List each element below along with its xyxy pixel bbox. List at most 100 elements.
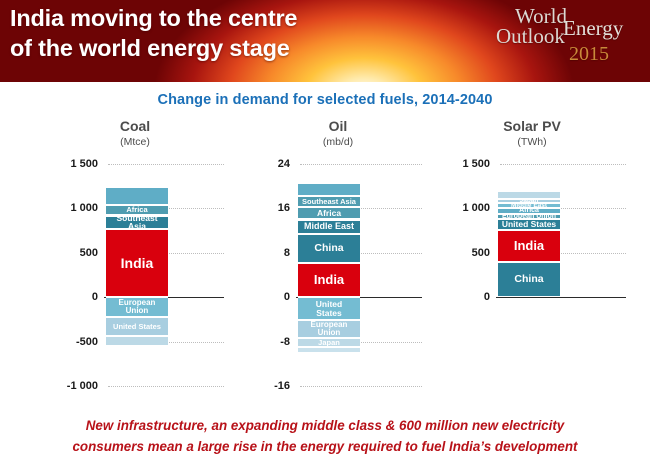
gridline: [300, 252, 422, 254]
panel-title: Coal: [119, 118, 151, 134]
plot-area: 24 16 8 0 -8 -16 Southeast Asia Africa Middle Ea…: [248, 158, 428, 392]
gridline: [300, 386, 422, 387]
gridline: [500, 252, 626, 254]
logo-word-world: World: [515, 4, 567, 28]
y-axis-tick-label: -16: [274, 380, 290, 392]
gridline: [300, 164, 422, 165]
y-axis-tick-label: 16: [277, 202, 290, 215]
bar-segment-european-union: European Union: [298, 319, 360, 339]
y-axis-tick-label: -8: [280, 335, 290, 348]
world-energy-outlook-logo: World Outlook Energy 2015: [496, 4, 638, 76]
bar-segment-label: India: [313, 272, 345, 288]
y-axis-tick-label: 24: [277, 158, 290, 170]
bar-segment-africa: Africa: [498, 208, 560, 214]
bar-segment-united-states: United States: [298, 297, 360, 320]
panel-unit: (TWh): [517, 136, 547, 148]
bar-segment-united-states: United States: [106, 317, 168, 337]
panel-title: Solar PV: [503, 118, 561, 134]
y-axis-tick-label: 0: [91, 291, 98, 304]
bar-segment-label: Africa: [316, 207, 342, 218]
gridline: [500, 208, 626, 210]
panel-unit: (mb/d): [322, 136, 354, 148]
bar-segment-label: Africa: [519, 208, 539, 214]
bar-segment: [298, 183, 360, 197]
gridline: [108, 386, 224, 387]
footer-caption: New infrastructure, an expanding middle …: [0, 415, 650, 457]
bar-segment-label: Africa: [126, 205, 148, 215]
bar-segment-label: European Union: [501, 213, 557, 219]
y-axis-tick-label: 0: [483, 291, 490, 303]
gridline: [500, 164, 626, 165]
bar-segment-label: Japan: [318, 338, 340, 347]
bar-segment-label: China: [314, 242, 344, 254]
y-axis-tick-label: 1 500: [70, 158, 98, 170]
panel-unit: (Mtce): [120, 136, 150, 148]
page-title-line-1: India moving to the centre: [10, 5, 298, 31]
bar-segment-southeast-asia: Southeast Asia: [298, 196, 360, 207]
stacked-bar: Southeast Asia Africa Middle East China Indi…: [298, 164, 360, 386]
logo-word-energy: Energy: [563, 16, 624, 40]
plot-area: 1 500 1 000 500 0 -500 -1 000 Africa Southeast …: [40, 158, 230, 392]
logo-year: 2015: [569, 43, 609, 65]
bar-segment-label: European Union: [310, 319, 348, 338]
bar-segment-india: India: [106, 228, 168, 298]
chart-title: Change in demand for selected fuels, 201…: [157, 92, 493, 108]
page-title-line-2: of the world energy stage: [10, 35, 290, 61]
y-axis-tick-label: 0: [283, 291, 290, 304]
y-axis-tick-label: 8: [283, 246, 290, 259]
y-axis-tick-label: -1 000: [66, 380, 98, 392]
bar-segment-label: China: [514, 273, 544, 286]
y-axis-tick-label: -500: [75, 335, 98, 348]
bar-segment: [498, 191, 560, 199]
panel-title: Oil: [328, 118, 348, 134]
bar-segment-united-states: United States: [498, 218, 560, 231]
y-axis-tick-label: 500: [79, 246, 98, 259]
logo-word-outlook: Outlook: [496, 24, 565, 48]
bar-segment-india: India: [498, 230, 560, 262]
chart-panel-oil: Oil (mb/d) 24 16 8 0 -8 -16 Southeast Asia Africa…: [248, 118, 428, 392]
bar-segment-middle-east: Middle East: [498, 203, 560, 209]
bar-segment: [298, 347, 360, 354]
chart-panel-coal: Coal (Mtce) 1 500 1 000 500 0 -500 -1 000 Africa…: [40, 118, 230, 392]
bar-segment-africa: Africa: [298, 206, 360, 220]
bar-segment-label: Middle East: [303, 221, 354, 232]
y-axis-tick-label: 1 500: [462, 158, 490, 170]
bar-segment-japan: Japan: [298, 338, 360, 348]
bar-segment-india: India: [298, 262, 360, 298]
bar-segment-japan: Japan: [498, 198, 560, 204]
bar-segment-africa: Africa: [106, 204, 168, 216]
y-axis-tick-label: 500: [471, 246, 490, 259]
bar-segment: [106, 187, 168, 205]
page-title: India moving to the centre of the world …: [10, 3, 480, 63]
bar-segment-label: Southeast Asia: [116, 215, 158, 229]
bar-segment-label: Middle East: [510, 203, 548, 209]
bar-segment: [106, 336, 168, 347]
gridline: [108, 164, 224, 165]
bar-segment-label: United States: [501, 218, 557, 229]
stacked-bar: Japan Middle East Africa European Union Unit…: [498, 164, 560, 297]
bar-segment-label: Japan: [519, 198, 539, 204]
plot-area: 1 500 1 000 500 0 Japan Middle East Africa Euro…: [432, 158, 632, 303]
bar-segment-label: India: [513, 238, 545, 254]
chart-panel-solar-pv: Solar PV (TWh) 1 500 1 000 500 0 Japan Middle E…: [432, 118, 632, 388]
bar-segment-china: China: [298, 233, 360, 263]
header-banner: India moving to the centre of the world …: [0, 0, 650, 82]
bar-segment-european-union: European Union: [106, 297, 168, 318]
bar-segment-label: India: [120, 254, 154, 271]
bar-segment-label: United States: [113, 321, 161, 331]
bar-segment-label: United States: [315, 298, 343, 318]
footer-line-2: consumers mean a large rise in the energ…: [72, 439, 578, 454]
stacked-bar: Africa Southeast Asia India European Union U…: [106, 164, 168, 386]
bar-segment-european-union: European Union: [498, 213, 560, 219]
bar-segment-label: Southeast Asia: [302, 196, 356, 206]
gridline: [300, 208, 422, 210]
y-axis-tick-label: 1 000: [70, 202, 98, 215]
bar-segment-label: European Union: [118, 298, 156, 316]
y-axis-tick-label: 1 000: [462, 202, 490, 215]
gridline: [300, 341, 422, 343]
bar-segment-china: China: [498, 261, 560, 297]
zero-axis-line: [496, 297, 626, 298]
bar-segment-southeast-asia: Southeast Asia: [106, 215, 168, 229]
bar-segment-middle-east: Middle East: [298, 219, 360, 234]
footer-line-1: New infrastructure, an expanding middle …: [85, 418, 565, 433]
